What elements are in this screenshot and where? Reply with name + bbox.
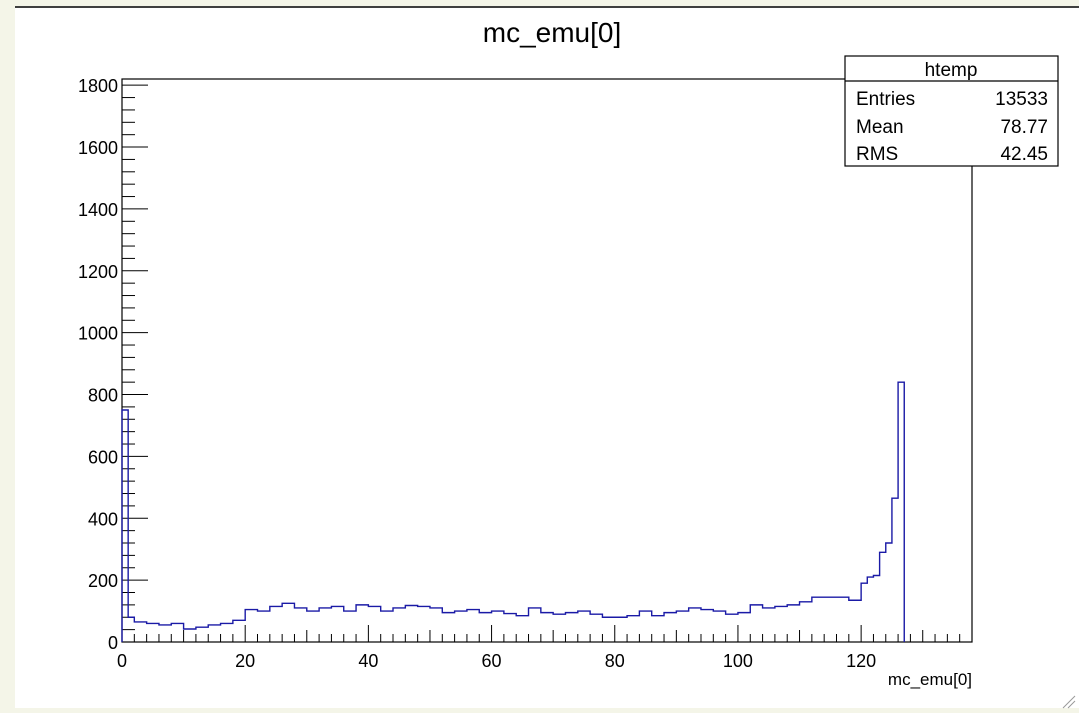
plot-frame [121, 78, 973, 643]
stats-box: htemp Entries 13533 Mean 78.77 RMS 42.45 [844, 55, 1059, 167]
stats-mean-label: Mean [856, 117, 904, 138]
stats-entries-label: Entries [856, 89, 915, 110]
histogram-line [121, 381, 905, 642]
y-tick-label: 0 [108, 633, 118, 653]
x-axis: 0 20 40 60 80 100 120 [117, 625, 973, 671]
x-tick-label: 80 [605, 651, 625, 671]
histogram-series [121, 381, 905, 642]
y-tick-label: 600 [88, 447, 118, 467]
y-tick-label: 1400 [78, 200, 118, 220]
stats-box-frame [844, 55, 1059, 167]
y-tick-label: 1800 [78, 76, 118, 96]
y-tick-label: 400 [88, 509, 118, 529]
stats-entries-value: 13533 [995, 89, 1048, 110]
stats-rms-label: RMS [856, 144, 898, 165]
x-tick-label: 100 [723, 651, 753, 671]
y-axis: 0 200 400 600 800 1000 1200 1400 1600 1800 [78, 76, 148, 653]
x-axis-label: mc_emu[0] [888, 670, 972, 689]
x-tick-label: 20 [235, 651, 255, 671]
resize-grip-icon[interactable] [1062, 695, 1076, 709]
stats-mean-value: 78.77 [1000, 117, 1048, 138]
x-tick-label: 120 [846, 651, 876, 671]
stats-box-title: htemp [925, 60, 978, 81]
x-tick-label: 0 [117, 651, 127, 671]
chart-title: mc_emu[0] [483, 17, 622, 48]
stats-rms-value: 42.45 [1000, 144, 1048, 165]
y-tick-label: 1000 [78, 324, 118, 344]
y-tick-label: 800 [88, 386, 118, 406]
y-tick-label: 200 [88, 571, 118, 591]
window-top-border [15, 6, 1079, 8]
y-tick-label: 1600 [78, 138, 118, 158]
x-tick-label: 40 [358, 651, 378, 671]
x-tick-label: 60 [482, 651, 502, 671]
y-tick-label: 1200 [78, 262, 118, 282]
